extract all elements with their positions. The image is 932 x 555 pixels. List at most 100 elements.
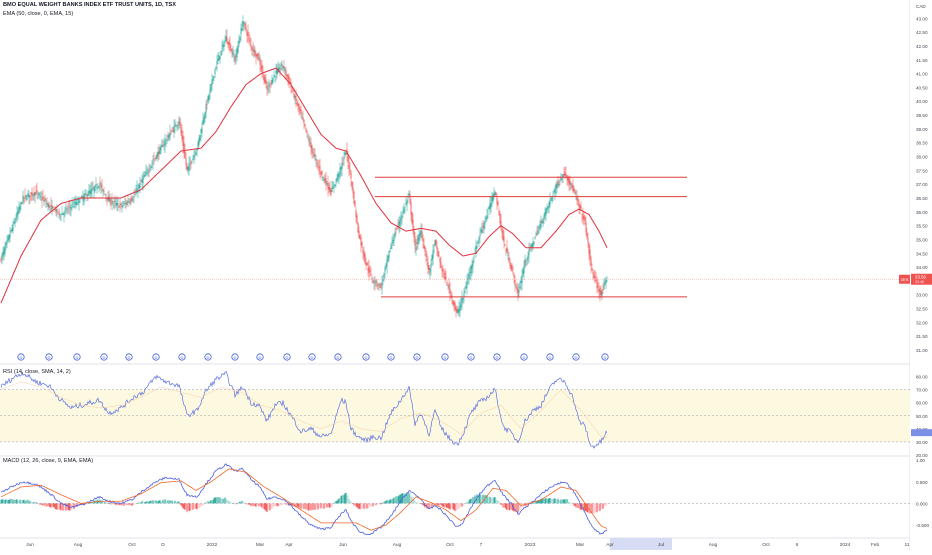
- macd-histogram-bar: [473, 497, 474, 504]
- candle-body: [139, 185, 140, 188]
- candle-body: [228, 42, 229, 45]
- macd-histogram-bar: [381, 503, 382, 504]
- macd-histogram-bar: [605, 503, 606, 505]
- dividend-marker-icon[interactable]: D: [232, 354, 238, 360]
- candle-body: [413, 220, 414, 231]
- dividend-marker-icon[interactable]: D: [101, 354, 107, 360]
- candle-body: [25, 195, 26, 196]
- macd-histogram-bar: [359, 503, 360, 509]
- candle-body: [275, 76, 276, 77]
- macd-histogram-bar: [280, 503, 281, 505]
- candle-body: [412, 212, 413, 223]
- candle-body: [59, 210, 60, 212]
- dividend-marker-icon[interactable]: D: [74, 354, 80, 360]
- candle-body: [355, 201, 356, 207]
- candle-body: [172, 131, 173, 132]
- dividend-marker-icon[interactable]: D: [468, 354, 474, 360]
- dividend-marker-icon[interactable]: D: [205, 354, 211, 360]
- dividend-marker-icon[interactable]: D: [284, 354, 290, 360]
- macd-histogram-bar: [41, 503, 42, 504]
- candle-body: [457, 309, 458, 313]
- macd-histogram-bar: [139, 502, 140, 503]
- price-tick-label: 35.00: [916, 237, 928, 242]
- candle-body: [176, 125, 177, 126]
- macd-histogram-bar: [156, 500, 157, 503]
- macd-histogram-bar: [507, 503, 508, 510]
- candle-body: [515, 280, 516, 285]
- candle-body: [463, 298, 464, 300]
- candle-body: [501, 221, 502, 228]
- candle-body: [523, 270, 524, 274]
- macd-histogram-bar: [449, 503, 450, 508]
- candle-body: [286, 70, 287, 74]
- candle-body: [350, 169, 351, 171]
- candle-body: [533, 244, 534, 247]
- macd-histogram-bar: [31, 502, 32, 504]
- dividend-marker-icon[interactable]: D: [388, 354, 394, 360]
- dividend-marker-icon[interactable]: D: [257, 354, 263, 360]
- dividend-marker-icon[interactable]: D: [573, 354, 579, 360]
- price-tick-label: 42.00: [916, 44, 928, 49]
- dividend-marker-icon[interactable]: D: [494, 354, 500, 360]
- dividend-marker-icon[interactable]: D: [442, 354, 448, 360]
- macd-histogram-bar: [382, 503, 383, 504]
- macd-histogram-bar: [344, 495, 345, 504]
- macd-histogram-bar: [329, 503, 330, 507]
- macd-histogram-bar: [481, 495, 482, 503]
- candle-body: [376, 281, 377, 284]
- candle-body: [182, 131, 183, 139]
- macd-histogram-bar: [412, 496, 413, 503]
- macd-histogram-bar: [200, 503, 201, 507]
- macd-histogram-bar: [387, 500, 388, 504]
- dividend-marker-icon[interactable]: D: [414, 354, 420, 360]
- price-tick-label: 37.50: [916, 168, 928, 173]
- candle-body: [135, 194, 136, 195]
- dividend-marker-icon[interactable]: D: [46, 354, 52, 360]
- macd-histogram-bar: [330, 503, 331, 507]
- candle-body: [260, 58, 261, 65]
- dividend-marker-icon[interactable]: D: [547, 354, 553, 360]
- candle-body: [546, 209, 547, 215]
- macd-histogram-bar: [459, 503, 460, 508]
- dividend-marker-icon[interactable]: D: [153, 354, 159, 360]
- price-pane[interactable]: [1, 15, 608, 317]
- macd-histogram-bar: [136, 503, 137, 504]
- candle-body: [364, 252, 365, 257]
- candle-body: [556, 184, 557, 189]
- macd-histogram-bar: [517, 503, 518, 511]
- dividend-marker-icon[interactable]: D: [18, 354, 24, 360]
- macd-histogram-bar: [368, 503, 369, 508]
- dividend-marker-icon[interactable]: D: [521, 354, 527, 360]
- candle-body: [450, 289, 451, 294]
- macd-histogram-bar: [140, 503, 141, 504]
- candle-body: [320, 166, 321, 172]
- macd-histogram-bar: [6, 499, 7, 503]
- dividend-marker-icon[interactable]: D: [179, 354, 185, 360]
- macd-histogram-bar: [175, 501, 176, 504]
- candle-body: [218, 59, 219, 61]
- candle-body: [105, 194, 106, 195]
- macd-histogram-bar: [594, 503, 595, 513]
- candle-body: [353, 187, 354, 192]
- candle-body: [131, 199, 132, 201]
- dividend-marker-icon[interactable]: D: [309, 354, 315, 360]
- candle-body: [601, 291, 602, 296]
- dividend-marker-icon[interactable]: D: [602, 354, 608, 360]
- dividend-marker-icon[interactable]: D: [126, 354, 132, 360]
- candle-body: [238, 45, 239, 52]
- dividend-marker-icon[interactable]: D: [363, 354, 369, 360]
- macd-histogram-bar: [367, 503, 368, 508]
- macd-histogram-bar: [58, 503, 59, 509]
- candle-body: [257, 54, 258, 56]
- dividend-marker-icon[interactable]: D: [335, 354, 341, 360]
- macd-histogram-bar: [67, 503, 68, 509]
- candle-body: [473, 261, 474, 266]
- candle-body: [10, 234, 11, 238]
- candle-body: [585, 217, 586, 220]
- macd-histogram-bar: [462, 503, 463, 506]
- horizontal-levels[interactable]: [0, 177, 910, 297]
